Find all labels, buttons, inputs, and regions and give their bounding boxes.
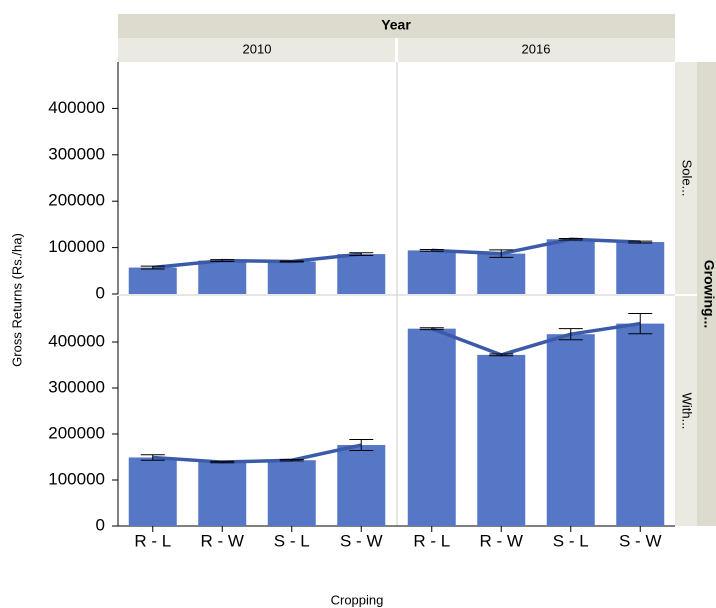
mean-line [152, 252, 362, 270]
y-tick-label: 100000 [48, 469, 105, 488]
bar [546, 334, 595, 526]
error-bar [419, 248, 444, 252]
bar [198, 462, 247, 526]
bar [546, 239, 595, 294]
x-axis-title: Cropping [331, 592, 384, 607]
bar [198, 260, 247, 294]
x-tick-label: S - W [340, 531, 383, 550]
bar [128, 267, 177, 294]
mean-line [431, 237, 641, 256]
row-strip [675, 62, 697, 294]
error-bar [558, 238, 583, 241]
error-bar [210, 460, 235, 464]
bar [407, 328, 456, 526]
y-tick-label: 0 [96, 283, 105, 302]
x-tick-label: R - W [480, 531, 523, 550]
bar [616, 242, 665, 294]
error-bar [419, 327, 444, 331]
error-bar [349, 439, 374, 452]
bar [337, 445, 386, 526]
row-strip [675, 296, 697, 526]
row-title-strip [697, 62, 716, 526]
error-bar [140, 265, 165, 270]
row-title: Growing... [701, 260, 716, 328]
y-tick-label: 200000 [48, 423, 105, 442]
bar [267, 261, 316, 294]
y-tick-label: 0 [96, 515, 105, 534]
error-bar [628, 312, 653, 335]
x-tick-label: S - W [619, 531, 662, 550]
bar [407, 250, 456, 294]
error-bar [210, 259, 235, 263]
column-title: Year [381, 17, 411, 33]
y-tick-label: 300000 [48, 144, 105, 163]
bar [128, 457, 177, 526]
y-tick-label: 200000 [48, 191, 105, 210]
error-bar [628, 240, 653, 244]
x-tick-label: R - W [201, 531, 244, 550]
x-tick-label: R - L [134, 531, 171, 550]
y-axis-title: Gross Returns (Rs./ha) [9, 233, 24, 367]
y-tick-label: 300000 [48, 377, 105, 396]
error-bar [489, 353, 514, 357]
mean-line [152, 443, 362, 464]
error-bar [558, 328, 583, 341]
row-label: Sole... [680, 160, 695, 197]
x-tick-label: R - L [413, 531, 450, 550]
column-label: 2010 [243, 41, 272, 56]
bar [267, 460, 316, 526]
x-tick-label: S - L [553, 531, 589, 550]
y-tick-label: 400000 [48, 98, 105, 117]
y-tick-label: 400000 [48, 331, 105, 350]
bar [477, 354, 526, 526]
bar [616, 323, 665, 526]
error-bar [140, 454, 165, 461]
column-title-strip [118, 14, 675, 38]
error-bar [279, 260, 304, 263]
bar [477, 253, 526, 294]
y-tick-label: 100000 [48, 237, 105, 256]
bar [337, 254, 386, 294]
x-tick-label: S - L [274, 531, 310, 550]
row-label: With... [680, 393, 695, 430]
mean-line [431, 321, 641, 357]
error-bar [349, 252, 374, 256]
column-strip [118, 38, 395, 62]
error-bar [489, 249, 514, 258]
error-bar [279, 459, 304, 462]
column-strip [398, 38, 675, 62]
column-label: 2016 [522, 41, 551, 56]
